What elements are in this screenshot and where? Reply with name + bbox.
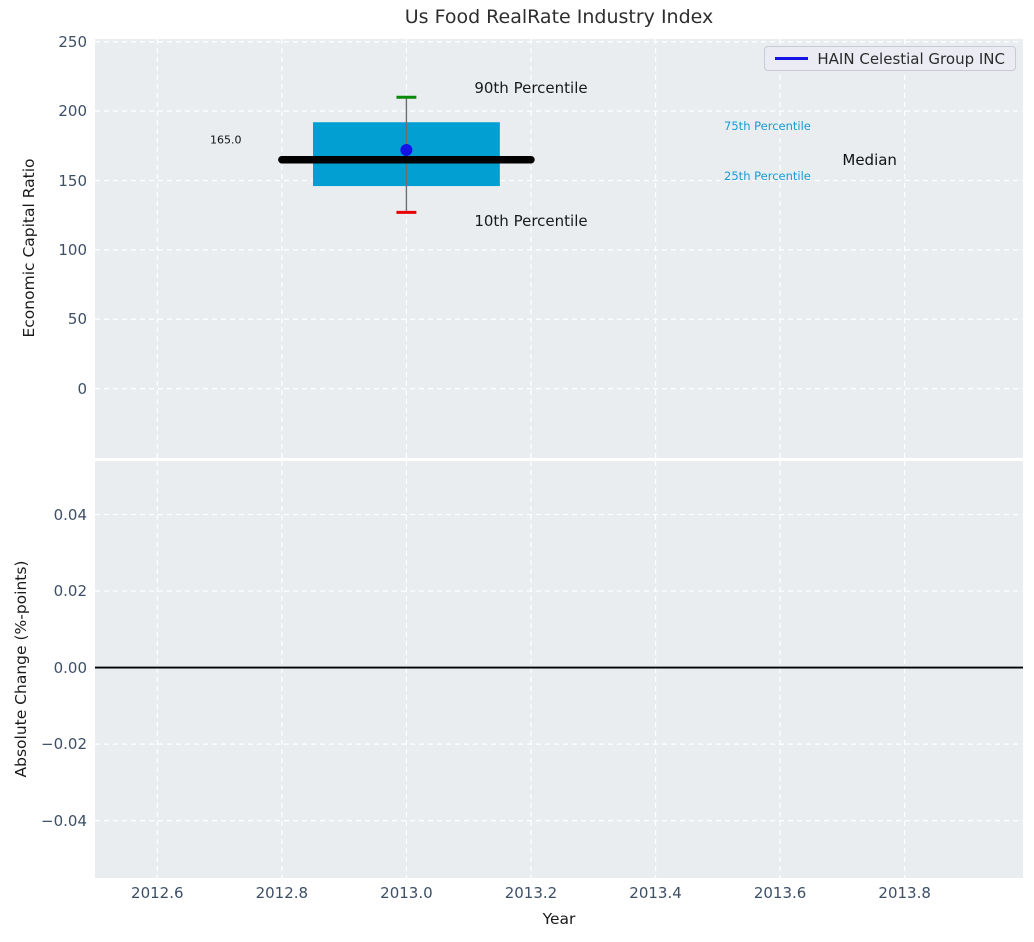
legend: HAIN Celestial Group INC (764, 46, 1016, 71)
legend-line-sample (775, 57, 809, 60)
y-tick-label: 0.00 (53, 658, 87, 677)
y-tick-label: 50 (67, 310, 87, 329)
y-tick-label: 0 (77, 379, 87, 398)
bottom-y-axis-label: Absolute Change (%-points) (12, 560, 30, 778)
x-tick-label: 2012.8 (255, 884, 309, 902)
y-tick-label: 200 (58, 102, 87, 121)
y-tick-label: 150 (58, 171, 87, 190)
x-tick-label: 2013.2 (504, 884, 558, 902)
top-plot-area: 90th Percentile 10th Percentile 75th Perce… (95, 39, 1023, 458)
x-axis-label: Year (542, 910, 576, 928)
y-tick-label: 0.04 (53, 505, 87, 524)
y-tick-label: 0.02 (53, 582, 87, 601)
y-tick-label: 100 (58, 240, 87, 259)
x-tick-label: 2013.4 (629, 884, 682, 902)
change-canvas (95, 461, 1023, 878)
x-tick-label: 2013.0 (380, 884, 433, 902)
boxplot-canvas (95, 39, 1023, 458)
chart-title: Us Food RealRate Industry Index (404, 6, 714, 28)
y-tick-label: −0.04 (41, 811, 87, 830)
bottom-plot-area (95, 461, 1023, 878)
y-tick-label: −0.02 (41, 735, 87, 754)
x-tick-label: 2013.8 (878, 884, 931, 902)
x-tick-label: 2012.6 (131, 884, 184, 902)
x-tick-label: 2013.6 (753, 884, 807, 902)
legend-label: HAIN Celestial Group INC (817, 49, 1005, 68)
y-tick-label: 250 (58, 32, 87, 51)
company-point (400, 143, 413, 156)
